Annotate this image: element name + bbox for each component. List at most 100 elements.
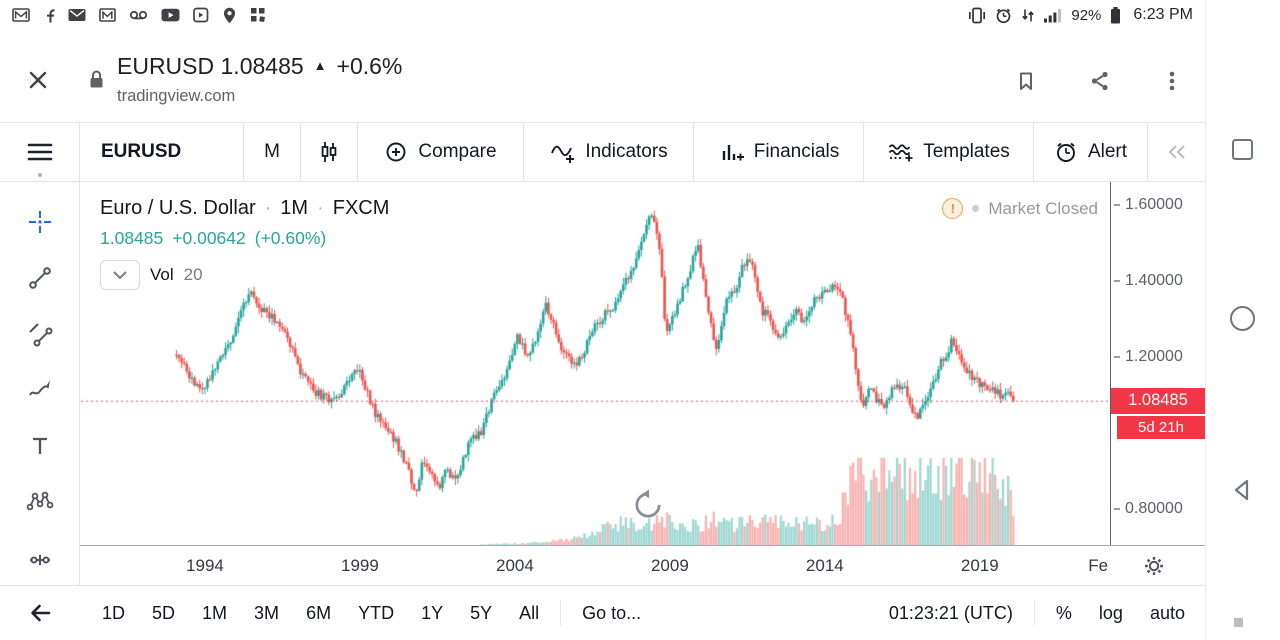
bookmark-icon[interactable] — [1014, 69, 1038, 93]
financials-button[interactable]: Financials — [694, 123, 864, 181]
price-change-pct: (+0.60%) — [254, 228, 327, 248]
page-title-change: +0.6% — [336, 53, 403, 79]
bottom-toolbar: 1D 5D 1M 3M 6M YTD 1Y 5Y All Go to... 01:23:21 (… — [0, 585, 1205, 640]
log-scale-button[interactable]: log — [1098, 602, 1123, 623]
date-range-buttons: 1D 5D 1M 3M 6M YTD 1Y 5Y All — [102, 603, 539, 624]
time-tick-label: Fe — [1088, 556, 1109, 575]
countdown-badge: 5d 21h — [1117, 415, 1205, 439]
battery-percent: 92% — [1071, 6, 1102, 24]
separator: · — [317, 197, 324, 219]
menu-dot — [38, 173, 42, 177]
legend-collapse-button[interactable] — [100, 260, 140, 290]
chevron-down-icon — [113, 271, 127, 280]
play-box-icon — [193, 7, 209, 23]
divider — [560, 600, 562, 626]
interval-label: M — [264, 141, 280, 162]
vibrate-icon — [968, 7, 986, 24]
divider — [1033, 600, 1035, 626]
alarm-icon — [995, 7, 1012, 24]
range-button-1y[interactable]: 1Y — [421, 602, 444, 623]
time-tick-label: 1999 — [341, 556, 379, 575]
interval-button[interactable]: M — [244, 123, 301, 181]
android-nav-bar — [1205, 0, 1280, 640]
system-status-icons: 92% 6:23 PM — [968, 6, 1193, 24]
financials-icon — [722, 145, 744, 161]
indicators-button[interactable]: Indicators — [524, 123, 694, 181]
text-tool[interactable] — [26, 432, 54, 460]
mail-icon — [68, 7, 86, 23]
gmail-icon — [12, 7, 30, 23]
compare-button[interactable]: Compare — [358, 123, 524, 181]
time-tick-label: 2009 — [650, 556, 689, 575]
range-button-ytd[interactable]: YTD — [358, 602, 395, 623]
range-button-5y[interactable]: 5Y — [470, 602, 493, 623]
range-button-all[interactable]: All — [519, 602, 540, 623]
price-axis[interactable]: 1.60000 1.40000 1.20000 0.80000 — [1111, 182, 1205, 545]
range-button-3m[interactable]: 3M — [254, 602, 280, 623]
brush-tool[interactable] — [26, 376, 54, 404]
trend-line-tool[interactable] — [26, 264, 54, 292]
compare-label: Compare — [418, 141, 497, 162]
range-measure-tool[interactable] — [26, 546, 54, 574]
nav-back-button[interactable] — [1230, 477, 1256, 503]
range-button-1m[interactable]: 1M — [202, 602, 228, 623]
refresh-icon[interactable] — [631, 488, 665, 522]
chart-style-button[interactable] — [301, 123, 358, 181]
page-url[interactable]: tradingview.com — [117, 87, 236, 105]
back-button[interactable] — [0, 600, 80, 626]
time-tick-label: 2014 — [805, 556, 844, 575]
percent-scale-button[interactable]: % — [1055, 602, 1072, 623]
clock-time: 6:23 PM — [1133, 6, 1193, 23]
range-button-6m[interactable]: 6M — [306, 602, 332, 623]
separator: · — [264, 197, 272, 219]
indicator-param: 20 — [183, 265, 203, 284]
chart-legend-title[interactable]: Euro / U.S. Dollar · 1M · FXCM — [100, 197, 389, 220]
utc-clock[interactable]: 01:23:21 (UTC) — [888, 602, 1013, 623]
range-button-1d[interactable]: 1D — [102, 602, 126, 623]
templates-label: Templates — [923, 141, 1010, 162]
data-delay-icon[interactable]: ! — [942, 198, 964, 219]
volume-indicator-legend: Vol 20 — [100, 260, 203, 290]
goto-button[interactable]: Go to... — [582, 602, 642, 623]
price-tick-label: 1.20000 — [1114, 348, 1183, 366]
up-arrow-icon: ▲ — [313, 58, 327, 73]
symbol-button[interactable]: EURUSD — [80, 123, 244, 181]
voicemail-icon — [129, 7, 148, 23]
price-tick-label: 1.40000 — [1114, 272, 1183, 290]
xabcd-pattern-tool[interactable] — [26, 488, 54, 516]
auto-scale-button[interactable]: auto — [1149, 602, 1185, 623]
market-status: ! Market Closed — [942, 198, 1098, 219]
overflow-menu-icon[interactable] — [1160, 69, 1184, 93]
youtube-icon — [161, 7, 180, 23]
home-button[interactable] — [1230, 306, 1255, 331]
facebook-icon — [43, 7, 55, 23]
time-axis[interactable]: 1994 1999 2004 2009 2014 2019 Fe — [80, 545, 1205, 585]
collapse-toolbar-button[interactable] — [1148, 123, 1205, 181]
network-icon — [1021, 8, 1035, 23]
alert-button[interactable]: Alert — [1034, 123, 1148, 181]
close-icon[interactable] — [26, 68, 50, 92]
back-arrow-icon — [31, 604, 51, 622]
templates-button[interactable]: Templates — [864, 123, 1034, 181]
status-dot-icon — [972, 205, 980, 212]
menu-button[interactable] — [0, 123, 80, 181]
range-button-5d[interactable]: 5D — [152, 602, 176, 623]
chart-interval: 1M — [280, 197, 309, 219]
chart-symbol-name: Euro / U.S. Dollar — [100, 197, 256, 219]
nav-pin-button[interactable] — [1234, 618, 1243, 627]
chart-plot-area: Euro / U.S. Dollar · 1M · FXCM 1.08485 +… — [81, 182, 1110, 545]
crosshair-tool[interactable] — [26, 208, 54, 236]
signal-icon — [1044, 8, 1062, 23]
indicator-name: Vol — [150, 265, 174, 284]
candlestick-canvas[interactable] — [81, 182, 1110, 545]
battery-icon — [1110, 6, 1121, 24]
share-icon[interactable] — [1088, 69, 1112, 93]
widgets-icon — [250, 7, 266, 23]
drawing-tools-sidebar — [0, 182, 80, 585]
candlestick-icon — [321, 142, 337, 162]
recents-button[interactable] — [1232, 139, 1253, 160]
gear-icon[interactable] — [1142, 554, 1166, 578]
time-tick-label: 2004 — [495, 556, 534, 575]
multi-line-tool[interactable] — [26, 320, 54, 348]
